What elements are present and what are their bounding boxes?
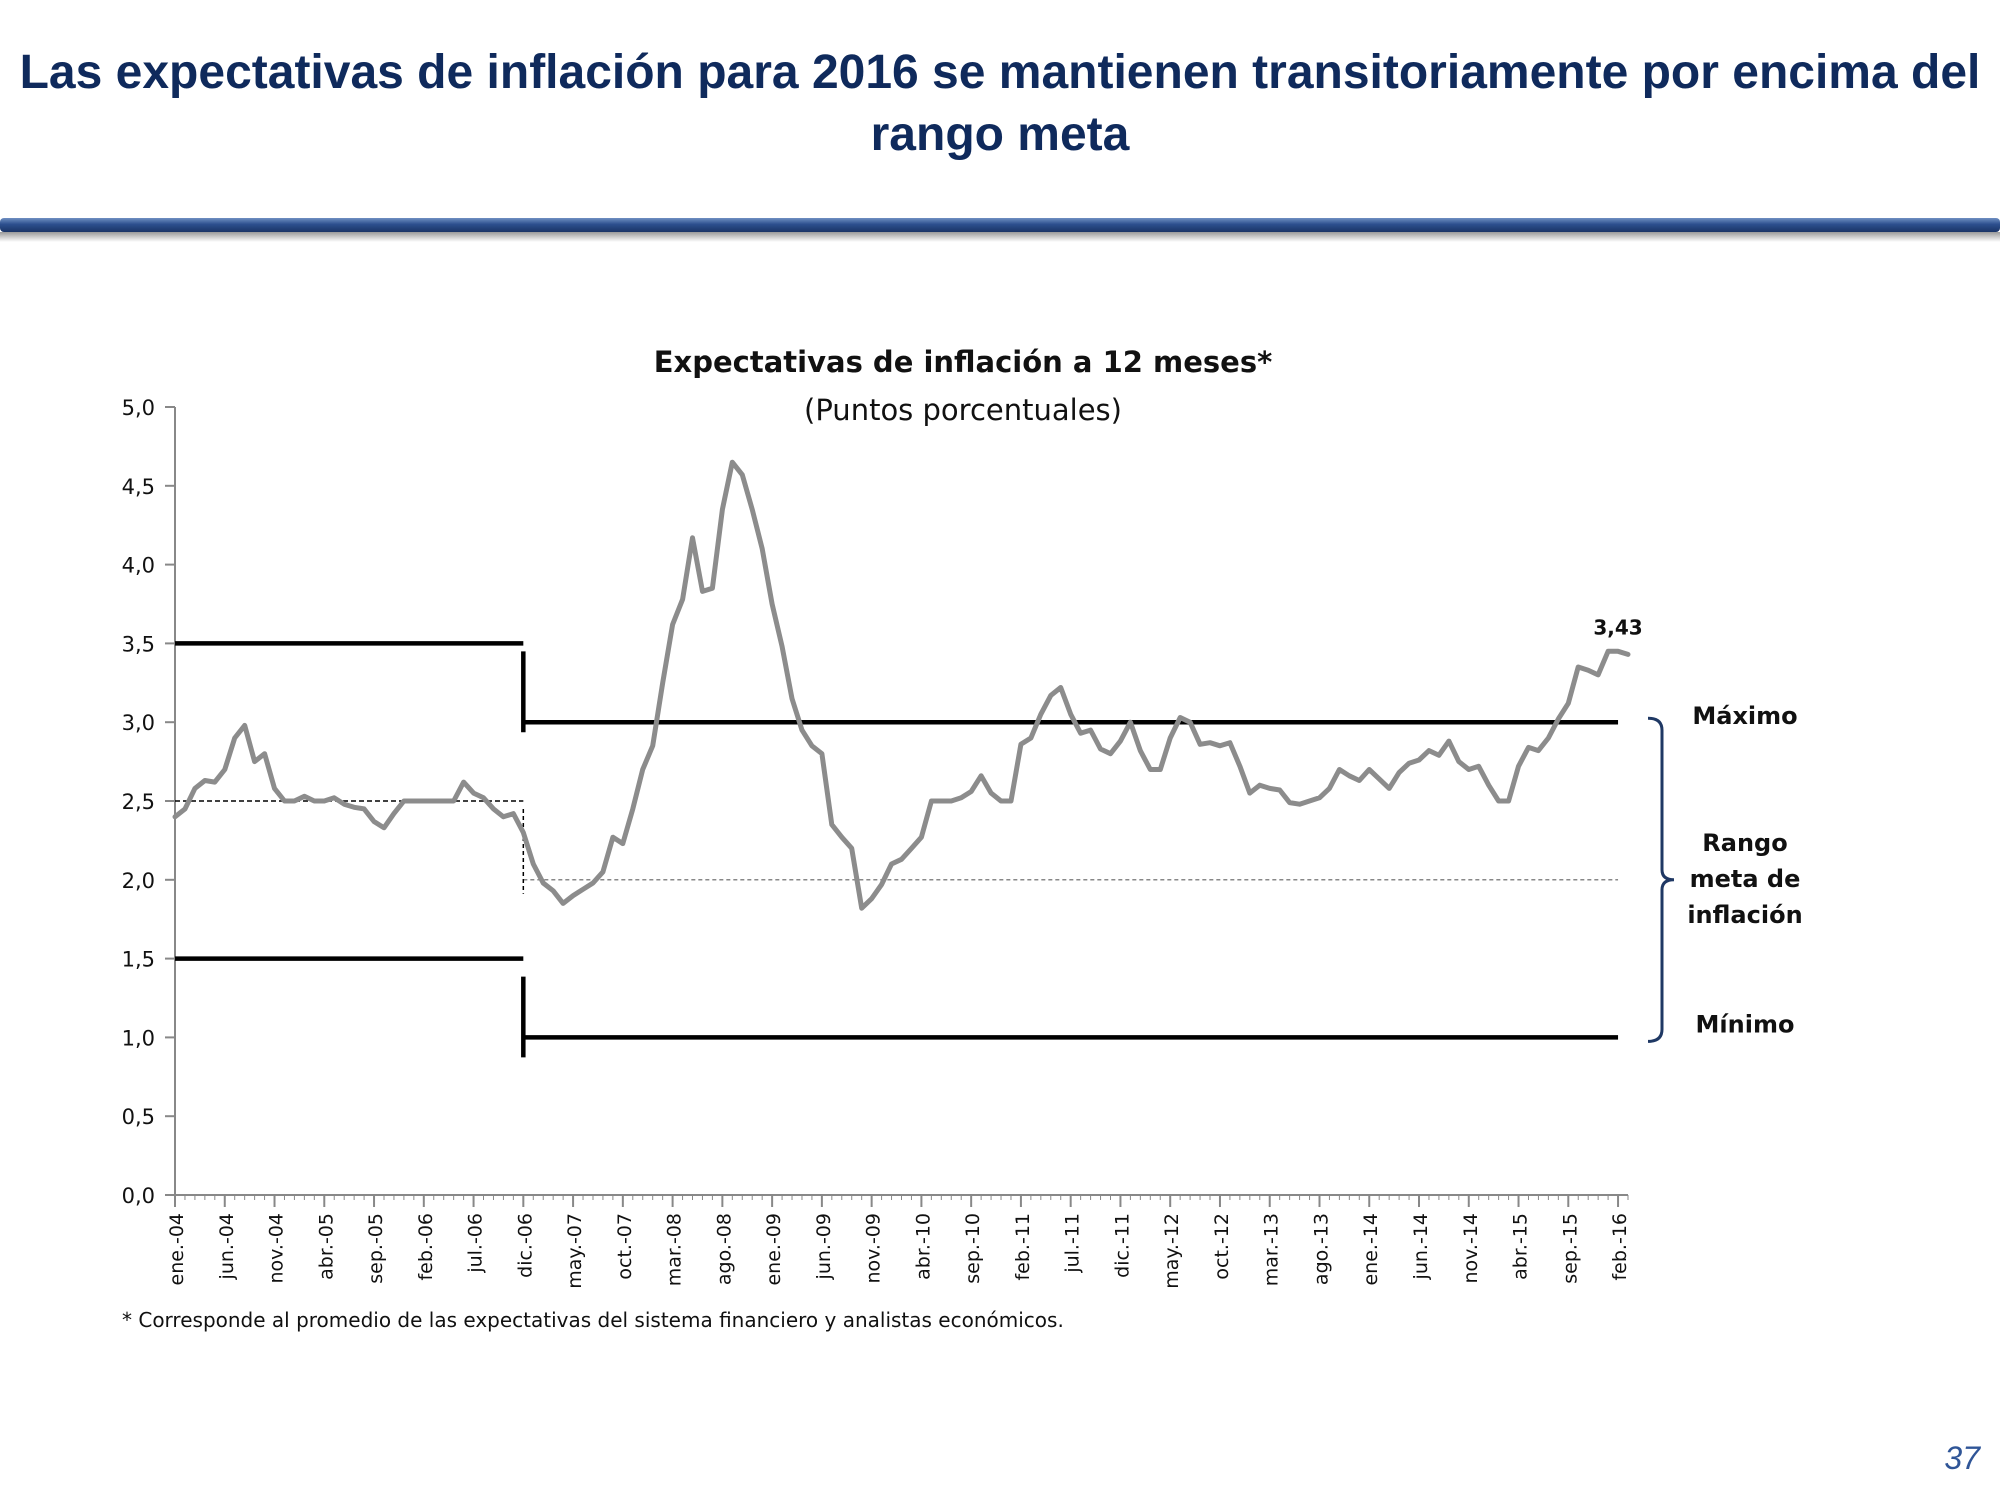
y-tick-label: 0,0 [122,1184,155,1208]
y-tick-label: 5,0 [122,396,155,420]
y-tick-label: 1,5 [122,948,155,972]
plot-area: 0,0 0,5 1,0 1,5 2,0 2,5 3,0 3,5 4,0 4,5 5,0 ene.-04… [122,396,1803,1289]
inflation-expectations-chart: Expectativas de inflación a 12 meses* (P… [122,345,1803,1289]
chart-title: Expectativas de inflación a 12 meses* [654,345,1273,379]
target-max-label: Máximo [1692,702,1797,730]
range-bracket [1647,716,1675,1043]
chart-subtitle: (Puntos porcentuales) [804,393,1122,427]
x-tick-label: sep.-10 [962,1213,984,1284]
y-tick-label: 2,0 [122,869,155,893]
x-tick-label: dic.-06 [514,1213,536,1278]
y-tick-label: 1,0 [122,1026,155,1050]
x-tick-label: jun.-09 [813,1213,835,1280]
target-range-label: Rango meta de inflación [1687,829,1802,929]
x-tick-label: abr.-15 [1510,1213,1532,1280]
slide-title: Las expectativas de inflación para 2016 … [19,46,1981,161]
y-tick-label: 3,0 [122,711,155,735]
x-tick-label: feb.-06 [415,1213,437,1281]
page-number: 37 [1944,1440,1980,1476]
x-tick-label: mar.-13 [1261,1213,1283,1286]
target-min-label: Mínimo [1696,1010,1795,1038]
x-tick-label: sep.-15 [1559,1213,1581,1284]
x-tick-label: may.-07 [564,1213,586,1289]
x-tick-label: sep.-05 [365,1213,387,1284]
x-tick-label: ene.-14 [1360,1213,1382,1286]
title-divider [0,218,2000,232]
x-tick-label: ago.-08 [713,1213,735,1285]
title-divider-shadow [0,232,2000,242]
y-tick-label: 0,5 [122,1105,155,1129]
y-tick-label: 4,0 [122,554,155,578]
x-tick-label: mar.-08 [664,1213,686,1286]
x-tick-label: nov.-04 [266,1213,288,1284]
x-tick-label: jul.-11 [1062,1213,1084,1274]
y-tick-label: 3,5 [122,632,155,656]
x-tick-label: jun.-14 [1410,1213,1432,1280]
x-tick-label: ene.-09 [763,1213,785,1286]
x-tick-label: nov.-14 [1460,1213,1482,1284]
x-tick-label: abr.-05 [315,1213,337,1280]
last-value-label: 3,43 [1593,615,1642,639]
chart-footnote: * Corresponde al promedio de las expecta… [122,1308,1064,1332]
y-tick-label: 4,5 [122,475,155,499]
x-tick-label: jun.-04 [216,1213,238,1280]
x-tick-label: jul.-06 [465,1213,487,1274]
x-tick-label: ago.-13 [1310,1213,1332,1285]
x-tick-label: abr.-10 [912,1213,934,1280]
x-tick-label: may.-12 [1161,1213,1183,1289]
x-tick-label: feb.-16 [1609,1213,1631,1281]
x-tick-label: oct.-07 [614,1213,636,1280]
x-tick-label: feb.-11 [1012,1213,1034,1281]
x-tick-label: dic.-11 [1111,1213,1133,1278]
y-tick-label: 2,5 [122,790,155,814]
x-tick-label: nov.-09 [863,1213,885,1284]
x-tick-label: ene.-04 [166,1213,188,1286]
expectations-series-line [172,459,1631,911]
x-tick-label: oct.-12 [1211,1213,1233,1280]
